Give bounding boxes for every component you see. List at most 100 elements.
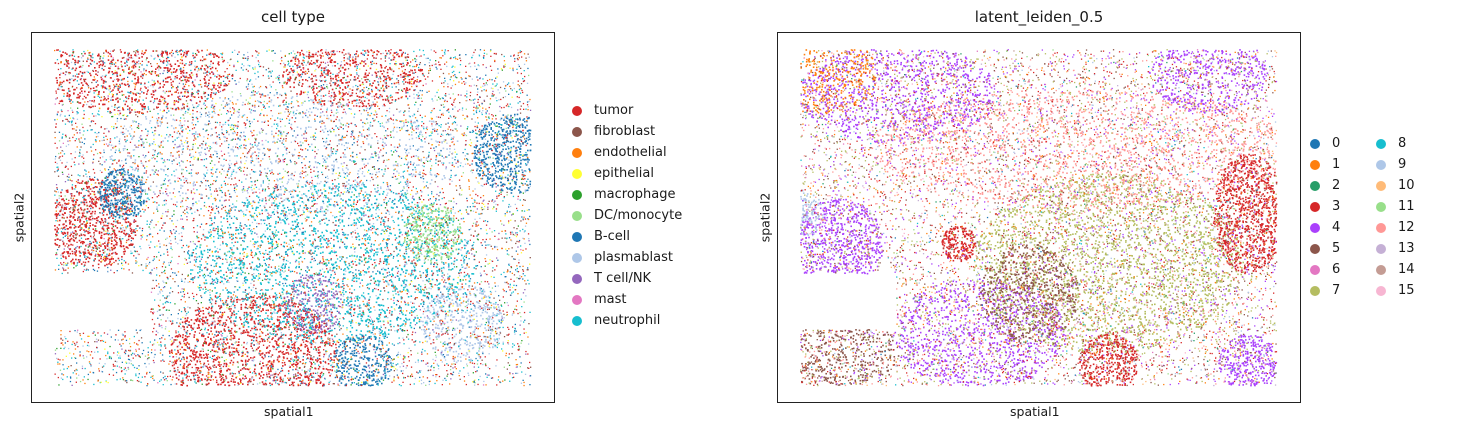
cell-point	[307, 353, 309, 355]
cell-point	[521, 171, 524, 174]
cell-point	[100, 78, 103, 81]
cell-point	[77, 226, 80, 228]
cell-point	[134, 72, 137, 75]
cell-point	[335, 75, 338, 77]
cell-point	[109, 206, 112, 209]
cell-point	[226, 369, 229, 372]
cell-point	[351, 100, 354, 103]
cell-point	[110, 171, 113, 173]
cell-point	[154, 98, 156, 100]
cell-point	[382, 80, 385, 82]
cell-point	[227, 381, 229, 384]
cell-point	[122, 212, 124, 215]
cell-point	[413, 89, 415, 92]
cell-point	[186, 336, 189, 338]
cell-point	[128, 180, 131, 183]
cell-point	[480, 136, 483, 139]
cell-point	[167, 68, 169, 70]
cell-point	[380, 247, 383, 249]
cell-point	[375, 301, 378, 304]
cell-point	[132, 92, 135, 95]
cell-point	[113, 180, 115, 183]
cell-point	[276, 205, 279, 208]
cell-point	[290, 227, 293, 230]
cell-point	[181, 384, 183, 386]
cell-point	[349, 330, 352, 333]
cell-point	[521, 123, 523, 125]
cell-point	[255, 268, 258, 271]
cell-point	[212, 283, 215, 285]
cell-point	[132, 60, 135, 62]
cell-point	[268, 217, 270, 220]
cell-point	[407, 290, 409, 292]
cell-point	[319, 382, 322, 384]
cell-point	[381, 333, 384, 336]
cell-point	[399, 325, 402, 327]
cell-point	[200, 250, 203, 253]
cell-point	[141, 108, 144, 111]
cell-point	[253, 327, 256, 330]
cell-point	[496, 150, 499, 153]
cell-point	[134, 191, 136, 194]
cell-point	[113, 247, 116, 250]
cell-point	[395, 246, 398, 248]
cell-point	[112, 99, 114, 101]
cell-point	[372, 289, 374, 291]
cell-point	[380, 223, 382, 226]
cell-point	[102, 103, 104, 106]
cell-point	[92, 87, 95, 89]
cell-point	[106, 186, 109, 189]
cell-point	[295, 355, 298, 357]
cell-point	[314, 326, 317, 328]
cell-point	[392, 70, 395, 73]
cell-point	[390, 206, 393, 209]
cell-point	[293, 344, 296, 347]
cell-point	[60, 54, 62, 57]
cell-point	[118, 206, 121, 208]
cell-point	[244, 248, 247, 250]
cell-point	[529, 183, 531, 185]
cell-point	[136, 225, 139, 227]
cell-point	[328, 203, 331, 206]
cell-point	[139, 103, 142, 105]
cell-point	[328, 200, 330, 203]
cell-point	[240, 318, 242, 321]
cell-point	[270, 306, 272, 309]
cell-point	[493, 164, 495, 166]
cell-point	[327, 69, 329, 71]
cell-point	[141, 105, 144, 108]
cell-point	[226, 338, 228, 341]
cell-point	[93, 232, 95, 234]
cell-point	[204, 85, 206, 87]
cell-point	[88, 52, 91, 54]
cell-point	[292, 303, 295, 306]
cell-point	[365, 186, 367, 188]
cell-point	[416, 204, 419, 207]
cell-point	[361, 312, 364, 314]
cell-point	[220, 383, 222, 386]
cell-point	[257, 247, 259, 250]
cell-point	[125, 202, 128, 204]
cell-point	[104, 245, 106, 247]
cell-point	[473, 267, 476, 269]
cell-point	[496, 156, 499, 158]
cell-point	[109, 188, 111, 190]
cell-point	[120, 172, 123, 174]
cell-point	[125, 189, 128, 192]
cell-point	[435, 266, 438, 268]
cell-point	[192, 352, 194, 355]
cell-point	[68, 240, 71, 243]
cell-point	[350, 300, 353, 302]
cell-point	[153, 83, 155, 86]
cell-point	[203, 362, 206, 365]
cell-point	[174, 75, 177, 78]
cell-point	[366, 49, 369, 52]
cell-point	[335, 185, 338, 187]
cell-point	[95, 196, 97, 198]
cell-point	[279, 377, 282, 380]
cell-point	[414, 80, 416, 82]
cell-point	[69, 216, 71, 218]
cell-point	[233, 263, 235, 265]
cell-point	[320, 341, 322, 344]
cell-point	[176, 336, 179, 338]
